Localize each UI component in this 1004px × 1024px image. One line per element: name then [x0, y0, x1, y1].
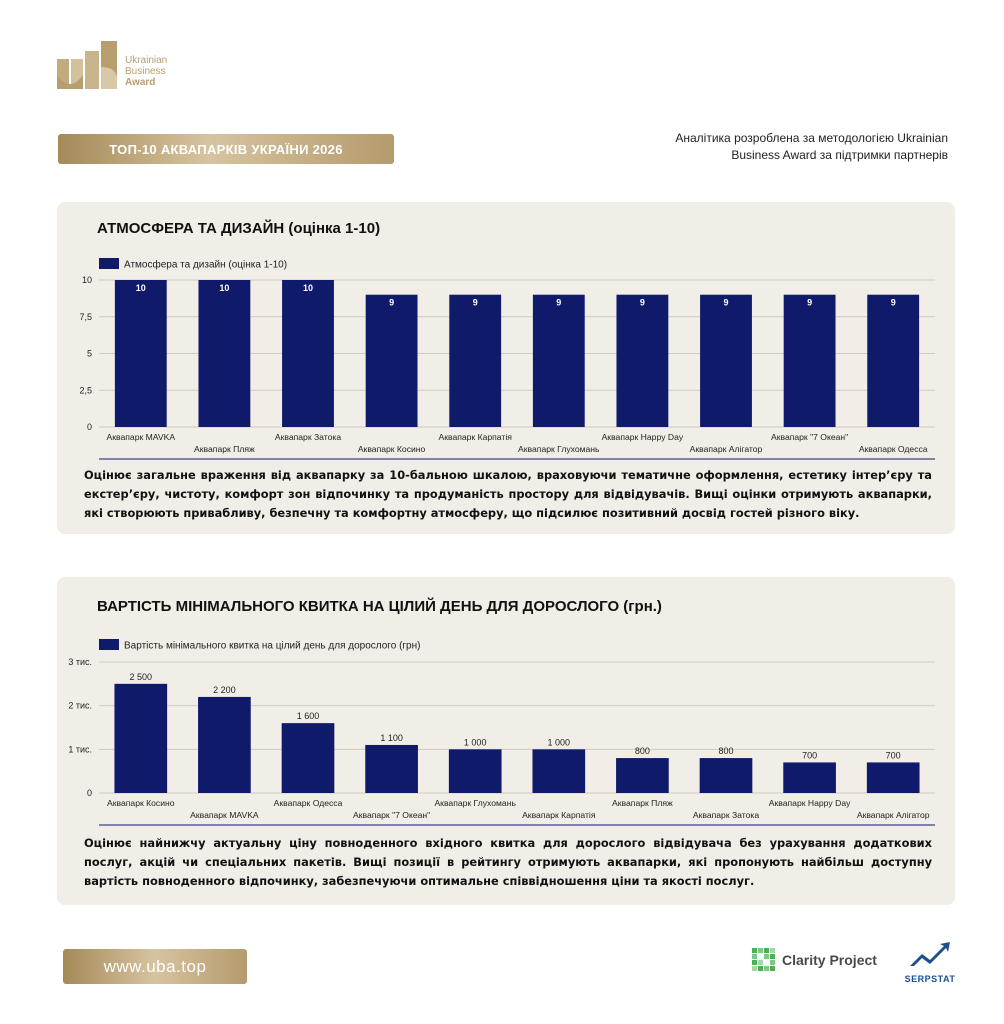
serpstat-logo: SERPSTAT	[904, 940, 956, 984]
category-label: Аквапарк Happy Day	[602, 432, 684, 442]
bar-data-label: 800	[718, 746, 733, 756]
bar	[198, 696, 251, 793]
attribution-line-1: Аналітика розроблена за методологією Ukr…	[675, 131, 948, 145]
legend-label: Атмосфера та дизайн (оцінка 1-10)	[124, 259, 287, 271]
category-label: Аквапарк Косино	[107, 798, 175, 808]
bar-data-label: 1 100	[380, 733, 403, 743]
y-tick-label: 0	[87, 788, 92, 798]
bar	[365, 744, 418, 793]
clarity-project-logo: Clarity Project	[752, 948, 877, 972]
serpstat-icon	[910, 942, 950, 966]
attribution-line-2: Business Award за підтримки партнерів	[731, 148, 948, 162]
bar	[616, 758, 669, 793]
y-tick-label: 0	[87, 422, 92, 432]
category-label: Аквапарк Одесса	[859, 444, 928, 454]
bar	[616, 294, 669, 427]
category-label: Аквапарк "7 Океан"	[771, 432, 848, 442]
ticket-price-description: Оцінює найнижчу актуальну ціну повноденн…	[84, 836, 932, 888]
category-label: Аквапарк Глухомань	[518, 444, 600, 454]
methodology-attribution: Аналітика розроблена за методологією Ukr…	[628, 130, 948, 164]
atmosphere-description: Оцінює загальне враження від аквапарку з…	[84, 468, 932, 520]
bar-data-label: 9	[556, 298, 561, 308]
ukrainian-business-award-logo: Ukrainian Business Award	[57, 37, 197, 91]
legend-label: Вартість мінімального квитка на цілий де…	[124, 641, 420, 652]
clarity-project-icon	[752, 948, 775, 971]
legend-swatch	[99, 258, 119, 269]
atmosphere-chart-title: АТМОСФЕРА ТА ДИЗАЙН (оцінка 1-10)	[97, 220, 381, 237]
y-tick-label: 5	[87, 349, 92, 359]
bar	[282, 280, 334, 427]
bar	[532, 749, 586, 793]
bar	[114, 280, 167, 427]
bar-data-label: 700	[886, 750, 901, 760]
y-tick-label: 2,5	[79, 385, 92, 395]
y-tick-label: 7,5	[79, 312, 92, 322]
ranking-title-badge: ТОП-10 АКВАПАРКІВ УКРАЇНИ 2026	[58, 134, 394, 164]
bar	[783, 762, 836, 793]
bar-data-label: 9	[723, 298, 728, 308]
atmosphere-bar-chart: Атмосфера та дизайн (оцінка 1-10) 0 2,5 5 7,…	[79, 258, 935, 460]
category-label: Аквапарк Пляж	[612, 798, 673, 808]
ticket-price-card: ВАРТІСТЬ МІНІМАЛЬНОГО КВИТКА НА ЦІЛИЙ ДЕ…	[57, 577, 955, 905]
bar-data-label: 700	[802, 750, 817, 760]
clarity-project-name: Clarity Project	[782, 952, 877, 968]
bar-data-label: 2 200	[213, 685, 236, 695]
bar	[866, 762, 920, 793]
bar-data-label: 10	[219, 283, 229, 293]
legend-swatch	[99, 639, 119, 650]
bar	[699, 758, 753, 793]
bar-data-label: 2 500	[130, 672, 153, 682]
bar	[449, 294, 502, 427]
category-label: Аквапарк Алігатор	[857, 810, 930, 820]
atmosphere-design-card: АТМОСФЕРА ТА ДИЗАЙН (оцінка 1-10) Атмосф…	[57, 202, 955, 534]
bar-data-label: 10	[136, 283, 146, 293]
y-tick-label: 3 тис.	[68, 657, 92, 667]
serpstat-name: SERPSTAT	[904, 974, 956, 984]
bar	[448, 749, 502, 793]
ticket-price-chart-title: ВАРТІСТЬ МІНІМАЛЬНОГО КВИТКА НА ЦІЛИЙ ДЕ…	[97, 598, 662, 615]
website-link[interactable]: www.uba.top	[63, 949, 247, 984]
bar-data-label: 800	[635, 746, 650, 756]
ticket-price-bar-chart: Вартість мінімального квитка на цілий де…	[68, 639, 935, 826]
y-tick-label: 10	[82, 275, 92, 285]
bar-data-label: 9	[389, 298, 394, 308]
category-label: Аквапарк Глухомань	[434, 798, 516, 808]
category-label: Аквапарк Затока	[693, 810, 759, 820]
y-tick-label: 2 тис.	[68, 701, 92, 711]
logo-line-3: Award	[125, 77, 156, 88]
category-label: Аквапарк Косино	[358, 444, 426, 454]
logo-line-2: Business	[125, 66, 166, 77]
bar-data-label: 1 000	[464, 737, 487, 747]
category-label: Аквапарк "7 Океан"	[353, 810, 430, 820]
category-label: Аквапарк Пляж	[194, 444, 255, 454]
uba-logo-mark-icon	[57, 41, 117, 89]
bar	[532, 294, 585, 427]
bar	[365, 294, 418, 427]
bar	[867, 294, 920, 427]
bar	[281, 723, 335, 793]
bar-data-label: 9	[807, 298, 812, 308]
bar-data-label: 1 000	[548, 737, 571, 747]
bar-data-label: 10	[303, 283, 313, 293]
category-label: Аквапарк Карпатія	[522, 810, 596, 820]
category-label: Аквапарк Алігатор	[690, 444, 763, 454]
y-tick-label: 1 тис.	[68, 744, 92, 754]
bar-data-label: 9	[891, 298, 896, 308]
bar-data-label: 9	[640, 298, 645, 308]
logo-line-1: Ukrainian	[125, 55, 168, 66]
bar-data-label: 9	[473, 298, 478, 308]
bar	[700, 294, 752, 427]
bar-data-label: 1 600	[297, 711, 320, 721]
category-label: Аквапарк MAVKA	[190, 810, 259, 820]
category-label: Аквапарк Карпатія	[438, 432, 512, 442]
bar	[198, 280, 251, 427]
category-label: Аквапарк Одесса	[274, 798, 343, 808]
bar	[114, 683, 168, 793]
bar	[783, 294, 836, 427]
category-label: Аквапарк MAVKA	[107, 432, 176, 442]
category-label: Аквапарк Затока	[275, 432, 341, 442]
category-label: Аквапарк Happy Day	[769, 798, 851, 808]
